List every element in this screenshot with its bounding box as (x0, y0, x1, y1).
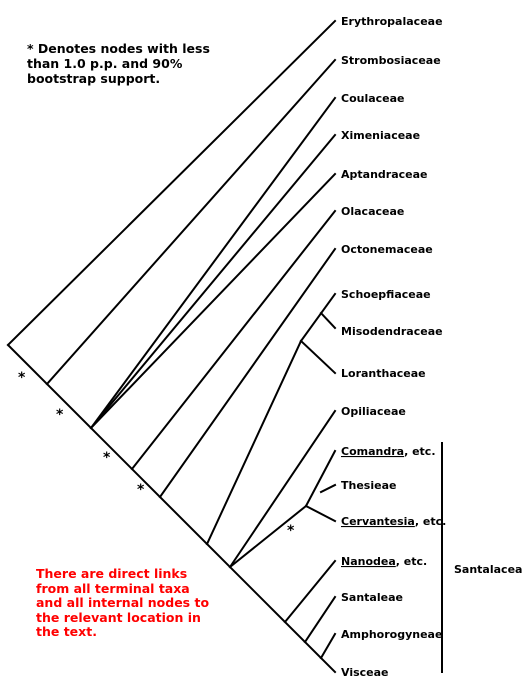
support-star: * (103, 450, 111, 466)
branch-strombosiaceae (45, 58, 337, 386)
taxon-name-comandra[interactable]: Comandra (341, 445, 404, 458)
taxon-suffix: , etc. (415, 515, 446, 528)
taxon-label-olacaceae[interactable]: Olacaceae (341, 205, 404, 218)
branch-schoepfiaceae (299, 292, 337, 343)
taxon-label-amphorogyneae[interactable]: Amphorogyneae (341, 628, 442, 641)
branch-misodendraceae (319, 311, 337, 330)
branch-nanodea (283, 559, 337, 624)
branch-octonemaceae (158, 247, 337, 499)
taxon-label-misodendraceae[interactable]: Misodendraceae (341, 325, 443, 338)
taxon-label-cervantesia[interactable]: Cervantesia, etc. (341, 515, 446, 528)
branch-amphorogyneae (319, 632, 337, 660)
taxon-label-visceae[interactable]: Visceae (341, 666, 389, 679)
taxon-label-ximeniaceae[interactable]: Ximeniaceae (341, 129, 420, 142)
taxon-label-thesieae[interactable]: Thesieae (341, 479, 396, 492)
support-star: * (287, 523, 295, 539)
support-legend: * Denotes nodes with less than 1.0 p.p. … (27, 41, 210, 86)
branch-loranthoid-stem (205, 339, 303, 546)
links-note: There are direct links from all terminal… (36, 566, 210, 639)
taxon-suffix: , etc. (396, 555, 427, 568)
tree-backbone (6, 343, 337, 674)
branch-ximeniaceae (89, 133, 337, 430)
taxon-label-coulaceae[interactable]: Coulaceae (341, 92, 405, 105)
support-star: * (137, 482, 145, 498)
taxon-label-loranthaceae[interactable]: Loranthaceae (341, 367, 426, 380)
taxon-label-comandra[interactable]: Comandra, etc. (341, 445, 436, 458)
branch-comandra (304, 449, 337, 508)
branch-santaleae (303, 595, 337, 644)
branch-aptandraceae (89, 172, 337, 430)
branch-loranthaceae (299, 339, 337, 375)
taxon-label-opiliaceae[interactable]: Opiliaceae (341, 405, 406, 418)
taxon-label-nanodea[interactable]: Nanodea, etc. (341, 555, 427, 568)
branch-cervantesia (304, 504, 337, 523)
taxon-label-santaleae[interactable]: Santaleae (341, 591, 403, 604)
group-label-santalaceae[interactable]: Santalaceae (454, 563, 523, 576)
taxon-label-strombosiaceae[interactable]: Strombosiaceae (341, 54, 441, 67)
taxon-label-erythropalaceae[interactable]: Erythropalaceae (341, 15, 443, 28)
support-star: * (56, 407, 64, 423)
taxon-label-aptandraceae[interactable]: Aptandraceae (341, 168, 428, 181)
taxon-name-nanodea[interactable]: Nanodea (341, 555, 396, 568)
branch-erythropalaceae (6, 19, 337, 347)
branch-thesieae (319, 483, 337, 494)
branch-olacaceae (130, 209, 337, 471)
taxon-label-schoepfiaceae[interactable]: Schoepfiaceae (341, 288, 431, 301)
taxon-suffix: , etc. (404, 445, 435, 458)
branch-comandra-clade-stem (228, 504, 308, 569)
branch-opiliaceae (228, 409, 337, 569)
taxon-label-octonemaceae[interactable]: Octonemaceae (341, 243, 433, 256)
taxon-name-cervantesia[interactable]: Cervantesia (341, 515, 415, 528)
support-star: * (18, 370, 26, 386)
branch-coulaceae (89, 96, 337, 430)
